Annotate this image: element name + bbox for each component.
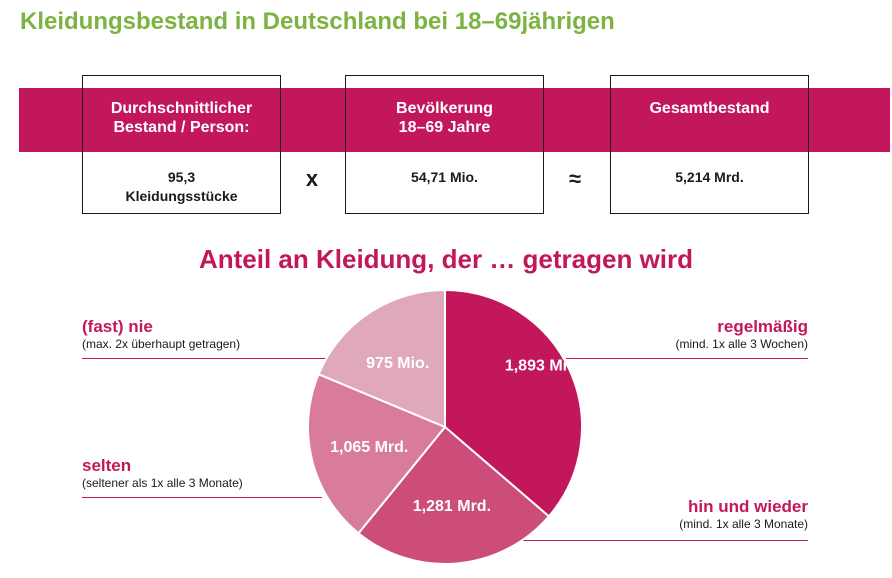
average-stock-value: 95,3 Kleidungsstücke	[83, 168, 280, 206]
pie-slice-selten	[307, 372, 447, 535]
pie-slice-nie	[317, 288, 446, 429]
category-selten-label: selten	[82, 456, 132, 475]
average-stock-box: Durchschnittlicher Bestand / Person: 95,…	[82, 75, 281, 214]
category-selten: selten (seltener als 1x alle 3 Monate)	[82, 456, 243, 491]
population-heading-line2: 18–69 Jahre	[398, 119, 491, 136]
category-nie-rule	[82, 358, 332, 359]
population-heading-line1: Bevölkerung	[396, 100, 493, 117]
category-hin-und-wieder: hin und wieder (mind. 1x alle 3 Monate)	[679, 497, 808, 532]
category-selten-desc: (seltener als 1x alle 3 Monate)	[82, 476, 243, 490]
population-heading: Bevölkerung 18–69 Jahre	[346, 89, 543, 163]
category-regelmaessig: regelmäßig (mind. 1x alle 3 Wochen)	[675, 317, 808, 352]
pie-label-nie: 975 Mio.	[366, 355, 429, 372]
average-stock-heading-line1: Durchschnittlicher	[110, 100, 253, 117]
average-stock-heading: Durchschnittlicher Bestand / Person:	[83, 89, 280, 163]
population-value: 54,71 Mio.	[346, 168, 543, 187]
average-stock-unit: Kleidungsstücke	[125, 188, 238, 204]
total-stock-number: 5,214 Mrd.	[675, 169, 744, 185]
category-regelmaessig-rule	[566, 358, 808, 359]
population-box: Bevölkerung 18–69 Jahre 54,71 Mio.	[345, 75, 544, 214]
total-stock-heading-line1: Gesamtbestand	[649, 100, 770, 117]
category-regelmaessig-label: regelmäßig	[717, 317, 808, 336]
approx-operator: ≈	[568, 166, 582, 191]
total-stock-heading: Gesamtbestand	[611, 89, 808, 163]
pie-label-hin_und_wieder: 1,281 Mrd.	[413, 498, 491, 515]
category-hin-und-wieder-desc: (mind. 1x alle 3 Monate)	[679, 517, 808, 531]
category-hin-und-wieder-label: hin und wieder	[688, 497, 808, 516]
average-stock-heading-line2: Bestand / Person:	[113, 119, 250, 136]
category-nie-label: (fast) nie	[82, 317, 153, 336]
pie-label-selten: 1,065 Mrd.	[330, 439, 408, 456]
pie-slice-regelmaessig	[444, 288, 583, 518]
page-title: Kleidungsbestand in Deutschland bei 18–6…	[20, 8, 615, 35]
total-stock-value: 5,214 Mrd.	[611, 168, 808, 187]
pie-slice-hin_und_wieder	[357, 425, 551, 565]
average-stock-number: 95,3	[167, 169, 196, 185]
chart-title: Anteil an Kleidung, der … getragen wird	[198, 244, 694, 274]
header-band	[19, 88, 890, 152]
category-nie-desc: (max. 2x überhaupt getragen)	[82, 337, 241, 351]
category-regelmaessig-desc: (mind. 1x alle 3 Wochen)	[675, 337, 808, 351]
multiply-operator: x	[305, 166, 319, 191]
pie-label-regelmaessig: 1,893 Mrd.	[505, 357, 583, 374]
total-stock-box: Gesamtbestand 5,214 Mrd.	[610, 75, 809, 214]
category-selten-rule	[82, 497, 322, 498]
population-number: 54,71 Mio.	[411, 169, 478, 185]
category-hin-und-wieder-rule	[520, 540, 808, 541]
category-nie: (fast) nie (max. 2x überhaupt getragen)	[82, 317, 240, 352]
